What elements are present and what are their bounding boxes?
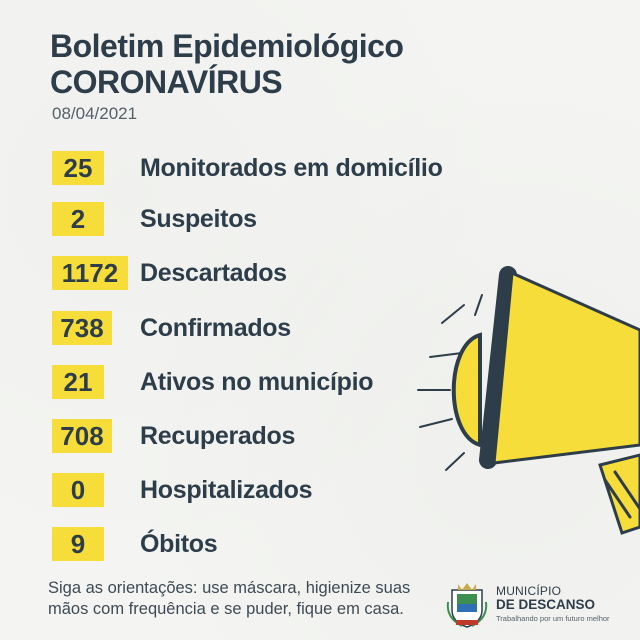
stat-value: 738 — [52, 311, 112, 345]
megaphone-icon — [417, 266, 640, 535]
stat-label: Óbitos — [140, 529, 218, 558]
stat-row-hospitalized: 0 Hospitalizados — [52, 472, 313, 508]
stat-value: 708 — [52, 419, 112, 453]
logo-name-text: DE DESCANSO — [496, 597, 596, 612]
stat-row-active: 21 Ativos no município — [52, 364, 374, 400]
stat-value: 25 — [52, 151, 104, 185]
stat-label: Monitorados em domicílio — [140, 153, 443, 182]
municipality-logo: MUNICÍPIO DE DESCANSO Trabalhando por um… — [444, 580, 610, 630]
page-subtitle: CORONAVÍRUS — [50, 64, 283, 100]
stat-label: Suspeitos — [140, 204, 257, 233]
stat-label: Descartados — [140, 258, 287, 287]
stat-row-discarded: 1172 Descartados — [52, 255, 287, 291]
stat-label: Recuperados — [140, 421, 296, 450]
stat-row-suspects: 2 Suspeitos — [52, 201, 257, 237]
stat-value: 2 — [52, 202, 104, 236]
stat-label: Confirmados — [140, 313, 291, 342]
logo-municipio-text: MUNICÍPIO — [496, 584, 562, 598]
stat-label: Hospitalizados — [140, 475, 313, 504]
logo-slogan-text: Trabalhando por um futuro melhor — [496, 614, 610, 623]
stat-row-recovered: 708 Recuperados — [52, 418, 295, 454]
guidance-text: Siga as orientações: use máscara, higien… — [48, 579, 411, 618]
municipal-crest-icon — [446, 583, 488, 628]
stat-value: 9 — [52, 527, 104, 561]
page-title: Boletim Epidemiológico — [50, 28, 404, 64]
stat-value: 0 — [52, 473, 104, 507]
bulletin-date: 08/04/2021 — [52, 104, 138, 123]
stat-row-confirmed: 738 Confirmados — [52, 310, 291, 346]
stat-row-deaths: 9 Óbitos — [52, 526, 218, 562]
stat-label: Ativos no município — [140, 367, 374, 396]
stat-row-monitored: 25 Monitorados em domicílio — [52, 150, 443, 186]
stat-value: 1172 — [52, 256, 128, 290]
stat-value: 21 — [52, 365, 104, 399]
